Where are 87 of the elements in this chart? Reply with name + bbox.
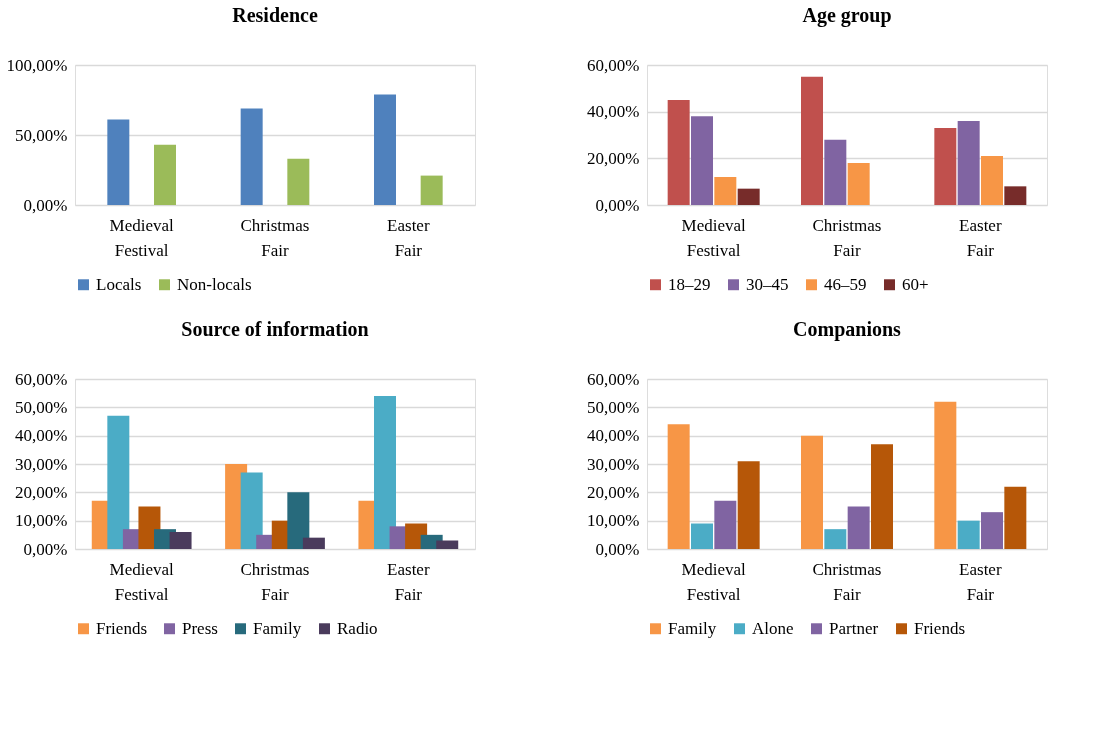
y-tick-label: 10,00% [587, 511, 640, 531]
bar [691, 523, 713, 549]
bar [420, 175, 443, 205]
bar [824, 139, 847, 205]
legend-label: 30–45 [746, 274, 789, 294]
legend-label: Radio [337, 618, 378, 638]
bar [287, 158, 310, 205]
y-tick-label: 50,00% [587, 397, 640, 417]
x-tick-label: Christmas Fair [240, 559, 310, 604]
bar [957, 520, 980, 549]
y-tick-label: 100,00% [6, 55, 68, 75]
legend-label: Friends [914, 618, 965, 638]
bar [107, 415, 130, 549]
bar [801, 76, 823, 205]
chart-title: Age group [802, 4, 892, 27]
bar [154, 144, 176, 205]
bar [847, 163, 870, 205]
y-tick-label: 50,00% [15, 397, 68, 417]
y-tick-label: 20,00% [587, 148, 640, 168]
y-tick-label: 60,00% [587, 55, 640, 75]
legend-label: Family [668, 618, 717, 638]
y-tick-label: 40,00% [587, 102, 640, 122]
bar [934, 128, 957, 205]
bar [302, 537, 325, 549]
x-tick-label: Christmas Fair [240, 215, 310, 260]
y-tick-label: 0,00% [23, 539, 68, 559]
bar [107, 119, 130, 205]
x-tick-label: Christmas Fair [812, 215, 882, 260]
bar [691, 116, 713, 205]
legend-label: 18–29 [668, 274, 711, 294]
y-tick-label: 60,00% [15, 369, 68, 389]
x-tick-label: Easter Fair [387, 559, 430, 604]
legend-label: Non-locals [177, 274, 252, 294]
y-tick-label: 40,00% [587, 426, 640, 446]
legend-label: Alone [752, 618, 794, 638]
y-tick-label: 0,00% [23, 195, 68, 215]
bar [287, 492, 310, 549]
x-tick-label: Easter Fair [959, 559, 1002, 604]
y-tick-label: 0,00% [595, 539, 640, 559]
bar [737, 188, 760, 205]
bar [1004, 186, 1027, 205]
y-tick-label: 20,00% [587, 482, 640, 502]
y-tick-label: 0,00% [595, 195, 640, 215]
bar [934, 401, 957, 549]
chart-title: Companions [793, 318, 902, 341]
bar [374, 94, 396, 205]
bar [847, 506, 870, 549]
y-tick-label: 40,00% [15, 426, 68, 446]
bar [240, 108, 263, 205]
bar [871, 444, 893, 549]
y-tick-label: 50,00% [15, 125, 68, 145]
x-tick-label: Easter Fair [387, 215, 430, 260]
legend-label: Family [253, 618, 302, 638]
bar [667, 424, 690, 549]
bar [737, 461, 760, 549]
chart-title: Source of information [181, 318, 369, 340]
bar [374, 396, 396, 549]
legend-label: Locals [96, 274, 142, 294]
x-tick-label: Christmas Fair [812, 559, 882, 604]
bar [801, 435, 823, 549]
legend-label: 46–59 [824, 274, 867, 294]
x-tick-label: Medieval Festival [681, 559, 747, 604]
y-tick-label: 60,00% [587, 369, 640, 389]
bar [714, 177, 737, 205]
x-tick-label: Medieval Festival [109, 215, 175, 260]
legend-label: Partner [829, 618, 879, 638]
bar [240, 472, 263, 549]
y-tick-label: 30,00% [587, 454, 640, 474]
x-tick-label: Easter Fair [959, 215, 1002, 260]
legend-label: 60+ [902, 274, 929, 294]
bar [169, 532, 192, 549]
bar [981, 512, 1003, 549]
bar [436, 540, 459, 549]
x-tick-label: Medieval Festival [681, 215, 747, 260]
chart-title: Residence [232, 4, 318, 26]
y-tick-label: 10,00% [15, 511, 68, 531]
y-tick-label: 30,00% [15, 454, 68, 474]
bar [1004, 486, 1027, 549]
bar [957, 121, 980, 205]
y-tick-label: 20,00% [15, 482, 68, 502]
bar [981, 156, 1003, 205]
legend-label: Friends [96, 618, 147, 638]
bar [714, 500, 737, 549]
x-tick-label: Medieval Festival [109, 559, 175, 604]
bar [667, 100, 690, 205]
bar [824, 529, 847, 549]
legend-label: Press [182, 618, 218, 638]
